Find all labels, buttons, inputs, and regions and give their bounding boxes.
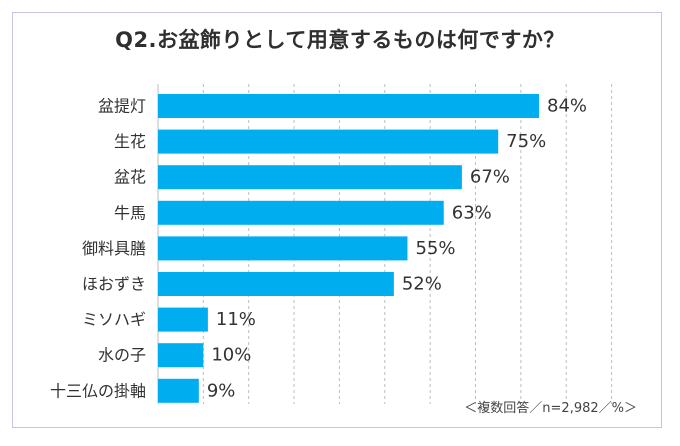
- value-label: 75%: [506, 131, 546, 152]
- bar-group: [158, 94, 539, 403]
- value-label: 63%: [452, 202, 492, 223]
- category-label: 水の子: [98, 346, 146, 365]
- category-label: ほおずき: [82, 275, 146, 294]
- value-label: 52%: [402, 274, 442, 295]
- bar: [158, 94, 539, 118]
- value-label: 10%: [211, 345, 251, 366]
- bar: [158, 307, 208, 332]
- value-label: 55%: [415, 238, 455, 259]
- value-label: 84%: [547, 96, 587, 117]
- category-label: 盆花: [114, 168, 146, 187]
- bar: [158, 200, 444, 225]
- bar: [158, 165, 462, 190]
- bar: [158, 378, 199, 403]
- category-label: 牛馬: [114, 203, 146, 222]
- chart-title: Q2.お盆飾りとして用意するものは何ですか？: [115, 28, 565, 52]
- category-label: 生花: [114, 132, 146, 151]
- value-label: 67%: [470, 167, 510, 188]
- bar: [158, 236, 408, 261]
- category-label: 御料具膳: [82, 239, 146, 258]
- bar: [158, 129, 499, 154]
- category-label: ミソハギ: [82, 310, 146, 329]
- value-label: 11%: [216, 309, 256, 330]
- category-label: 盆提灯: [98, 97, 146, 116]
- value-label: 9%: [207, 380, 236, 401]
- label-group: 盆提灯 84% 生花 75% 盆花 67% 牛馬 63% 御料具膳 55% ほおずき 52% ミソハギ 1…: [50, 96, 587, 402]
- category-label: 十三仏の掛軸: [50, 381, 146, 400]
- bar: [158, 272, 394, 296]
- sample-note: ＜複数回答／n=2,982／%＞: [464, 401, 637, 416]
- bar: [158, 343, 204, 368]
